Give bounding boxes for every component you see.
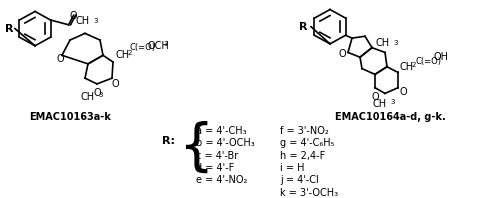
- Text: O: O: [112, 79, 120, 89]
- Text: O: O: [93, 88, 101, 98]
- Text: O: O: [338, 49, 346, 59]
- Text: EMAC10164a-d, g-k.: EMAC10164a-d, g-k.: [334, 112, 446, 123]
- Text: c = 4'-Br: c = 4'-Br: [196, 151, 238, 161]
- Text: CH: CH: [400, 62, 414, 72]
- Text: CH: CH: [76, 16, 90, 26]
- Text: CH: CH: [116, 50, 130, 60]
- Text: d = 4'-F: d = 4'-F: [196, 163, 234, 173]
- Text: EMAC10163a-k: EMAC10163a-k: [29, 112, 111, 123]
- Text: R: R: [300, 22, 308, 32]
- Text: O: O: [400, 87, 407, 96]
- Text: e = 4'-NO₂: e = 4'-NO₂: [196, 175, 248, 185]
- Text: 3: 3: [98, 91, 102, 98]
- Text: g = 4'-C₆H₅: g = 4'-C₆H₅: [280, 138, 334, 148]
- Text: O: O: [70, 11, 78, 21]
- Text: 3: 3: [93, 18, 98, 24]
- Text: C(=O): C(=O): [130, 43, 156, 52]
- Text: i = H: i = H: [280, 163, 304, 173]
- Text: 3: 3: [390, 99, 394, 105]
- Text: k = 3'-OCH₃: k = 3'-OCH₃: [280, 188, 338, 198]
- Text: R:: R:: [162, 136, 175, 146]
- Text: 2: 2: [412, 62, 416, 68]
- Text: 3: 3: [163, 41, 168, 47]
- Text: O: O: [371, 91, 379, 102]
- Text: f = 3'-NO₂: f = 3'-NO₂: [280, 126, 329, 136]
- Text: CH: CH: [376, 38, 390, 48]
- Text: OH: OH: [434, 52, 449, 62]
- Text: a = 4'-CH₃: a = 4'-CH₃: [196, 126, 246, 136]
- Text: CH: CH: [81, 91, 95, 102]
- Text: b = 4'-OCH₃: b = 4'-OCH₃: [196, 138, 255, 148]
- Text: OCH: OCH: [148, 41, 170, 51]
- Text: {: {: [178, 121, 214, 175]
- Text: 2: 2: [128, 50, 132, 56]
- Text: CH: CH: [373, 99, 387, 109]
- Text: j = 4'-Cl: j = 4'-Cl: [280, 175, 319, 185]
- Text: h = 2,4-F: h = 2,4-F: [280, 151, 325, 161]
- Text: R: R: [4, 24, 13, 34]
- Text: 3: 3: [393, 40, 398, 46]
- Text: C(=O): C(=O): [415, 56, 441, 66]
- Text: O: O: [56, 54, 64, 64]
